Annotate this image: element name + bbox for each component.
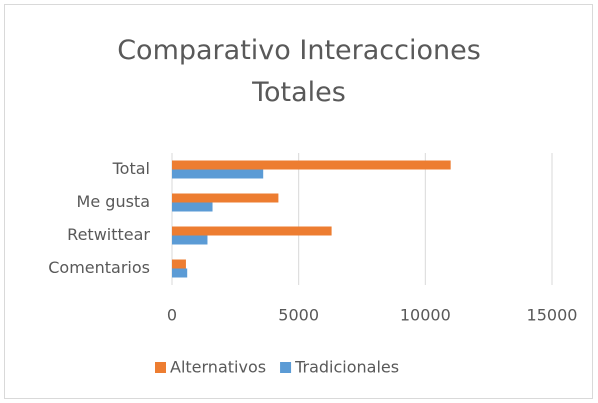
bar (172, 169, 264, 179)
bar (172, 226, 332, 236)
x-tick-label: 5000 (278, 306, 319, 325)
x-tick-label: 15000 (527, 306, 578, 325)
y-tick-label: Total (112, 159, 150, 178)
chart-title: Comparativo Interacciones Totales (117, 35, 481, 108)
legend-label: Tradicionales (294, 358, 399, 377)
bar (172, 259, 186, 269)
bar (172, 202, 213, 212)
y-tick-label: Retwittear (67, 225, 150, 244)
bar (172, 235, 208, 245)
legend-swatch (155, 362, 166, 373)
legend-label: Alternativos (170, 358, 266, 377)
y-tick-label: Me gusta (77, 192, 150, 211)
y-tick-label: Comentarios (48, 258, 150, 277)
x-tick-label: 0 (167, 306, 177, 325)
x-tick-label: 10000 (400, 306, 451, 325)
bar (172, 193, 279, 203)
bar (172, 268, 188, 278)
bar (172, 160, 451, 170)
legend-swatch (280, 362, 292, 373)
